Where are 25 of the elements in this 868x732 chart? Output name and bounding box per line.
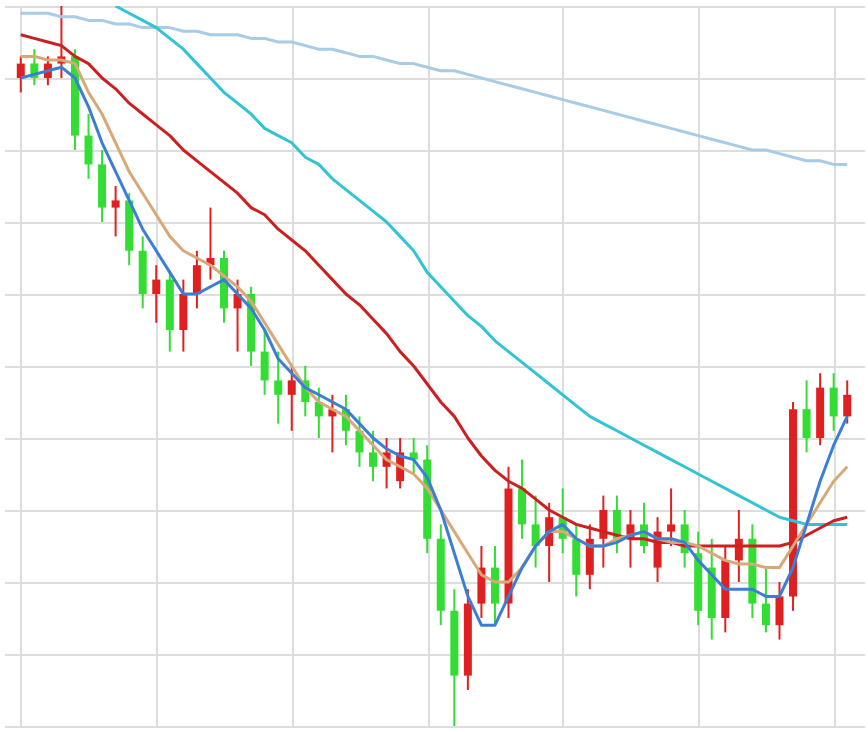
candlestick: [572, 523, 581, 598]
candlestick: [409, 437, 418, 475]
candlestick: [84, 113, 93, 180]
candlestick: [843, 379, 852, 425]
candlestick: [152, 264, 161, 324]
candlestick: [829, 372, 838, 432]
candlestick: [802, 379, 811, 454]
candlestick: [111, 185, 120, 238]
candlestick: [490, 545, 499, 627]
candlestick: [518, 458, 527, 540]
candlestick: [585, 523, 594, 591]
candlestick: [274, 350, 283, 425]
candlestick: [599, 494, 608, 569]
candlestick: [138, 235, 147, 310]
candlestick: [179, 278, 188, 353]
candlestick: [761, 566, 770, 634]
candlestick: [369, 429, 378, 483]
candlestick: [260, 329, 269, 396]
candlestick: [667, 487, 676, 547]
candlestick: [192, 249, 201, 310]
candlestick: [287, 365, 296, 432]
candlestick: [775, 581, 784, 641]
candlestick: [98, 149, 107, 223]
candlestick: [16, 55, 25, 94]
candlestick: [531, 494, 540, 569]
